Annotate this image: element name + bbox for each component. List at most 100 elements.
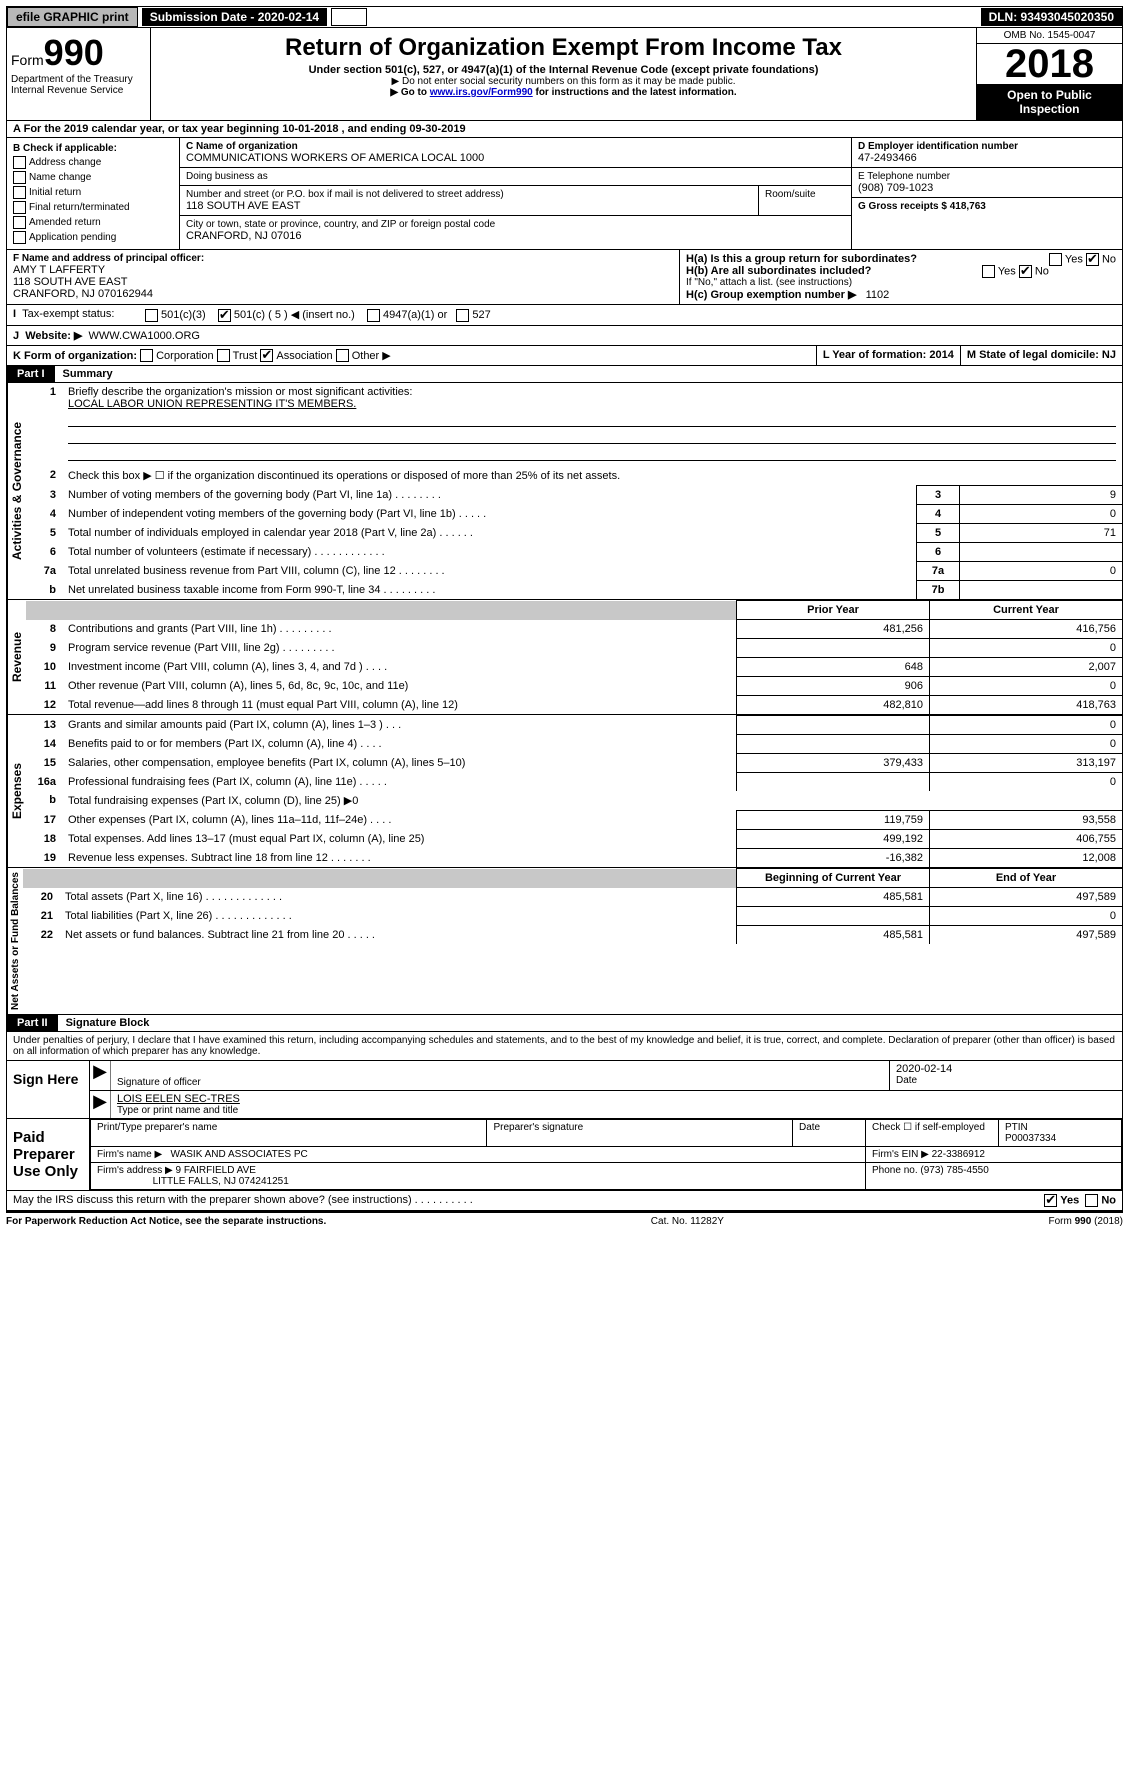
irs-link[interactable]: www.irs.gov/Form990 <box>430 87 533 98</box>
revenue-section: Revenue Prior Year Current Year 8Contrib… <box>6 600 1123 715</box>
table-row: 15Salaries, other compensation, employee… <box>26 754 1122 773</box>
right-ident: D Employer identification number 47-2493… <box>851 138 1122 249</box>
tax-year-line: A For the 2019 calendar year, or tax yea… <box>6 121 1123 138</box>
h-b: H(b) Are all subordinates included? Yes … <box>686 265 1116 277</box>
form-990-number: 990 <box>44 32 104 73</box>
check-pending[interactable]: Application pending <box>13 231 173 244</box>
governance-section: Activities & Governance 1 Briefly descri… <box>6 383 1123 600</box>
netassets-vlabel: Net Assets or Fund Balances <box>7 868 23 1014</box>
check-other[interactable] <box>336 349 349 362</box>
expenses-section: Expenses 13Grants and similar amounts pa… <box>6 715 1123 868</box>
ein-label: D Employer identification number <box>858 141 1116 152</box>
table-row: 13Grants and similar amounts paid (Part … <box>26 716 1122 735</box>
table-row: 18Total expenses. Add lines 13–17 (must … <box>26 830 1122 849</box>
box-klm: K Form of organization: Corporation Trus… <box>6 346 1123 367</box>
box-j: J Website: ▶ WWW.CWA1000.ORG <box>6 326 1123 346</box>
form-note1: ▶ Do not enter social security numbers o… <box>155 76 972 87</box>
note2-prefix: ▶ Go to <box>390 87 429 98</box>
part1-header: Part I Summary <box>6 366 1123 383</box>
box-h: H(a) Is this a group return for subordin… <box>680 250 1122 304</box>
ptin-label: PTIN <box>1005 1122 1028 1133</box>
tax-year: 2018 <box>977 44 1122 84</box>
sign-here-section: Sign Here ▶ Signature of officer 2020-02… <box>6 1061 1123 1119</box>
officer-addr2: CRANFORD, NJ 070162944 <box>13 288 673 300</box>
efile-button[interactable]: efile GRAPHIC print <box>7 7 138 27</box>
submission-date-label: Submission Date - 2020-02-14 <box>142 8 327 26</box>
ptin-value: P00037334 <box>1005 1133 1056 1144</box>
part2-title: Signature Block <box>58 1015 158 1031</box>
part1-title: Summary <box>55 366 121 382</box>
check-trust[interactable] <box>217 349 230 362</box>
city-value: CRANFORD, NJ 07016 <box>186 230 845 242</box>
col-end: End of Year <box>930 869 1123 888</box>
table-row: 9Program service revenue (Part VIII, lin… <box>26 639 1122 658</box>
form-subtitle: Under section 501(c), 527, or 4947(a)(1)… <box>155 64 972 76</box>
prep-sig-label: Preparer's signature <box>487 1120 793 1147</box>
header-left: Form990 Department of the Treasury Inter… <box>7 28 151 120</box>
check-initial[interactable]: Initial return <box>13 186 173 199</box>
part1-label: Part I <box>7 366 55 382</box>
check-501c[interactable] <box>218 309 231 322</box>
table-row: 11Other revenue (Part VIII, column (A), … <box>26 677 1122 696</box>
header-right: OMB No. 1545-0047 2018 Open to Public In… <box>976 28 1122 120</box>
check-527[interactable] <box>456 309 469 322</box>
addr-label: Number and street (or P.O. box if mail i… <box>186 189 752 200</box>
revenue-vlabel: Revenue <box>7 600 26 714</box>
type-name-label: Type or print name and title <box>117 1105 1116 1116</box>
paid-preparer-section: Paid Preparer Use Only Print/Type prepar… <box>6 1119 1123 1191</box>
table-row: 21Total liabilities (Part X, line 26) . … <box>23 907 1122 926</box>
footer-right: Form 990 (2018) <box>1049 1216 1123 1227</box>
check-4947[interactable] <box>367 309 380 322</box>
city-label: City or town, state or province, country… <box>186 219 845 230</box>
governance-vlabel: Activities & Governance <box>7 383 26 599</box>
prep-name-label: Print/Type preparer's name <box>91 1120 487 1147</box>
table-row: bTotal fundraising expenses (Part IX, co… <box>26 791 1122 811</box>
table-row: 5Total number of individuals employed in… <box>26 524 1122 543</box>
room-label: Room/suite <box>765 189 845 200</box>
phone-label-e: E Telephone number <box>858 171 1116 182</box>
discuss-text: May the IRS discuss this return with the… <box>7 1191 1038 1210</box>
check-self-employed[interactable]: Check ☐ if self-employed <box>866 1120 999 1147</box>
table-row: 7aTotal unrelated business revenue from … <box>26 562 1122 581</box>
form-prefix: Form <box>11 52 44 68</box>
check-final[interactable]: Final return/terminated <box>13 201 173 214</box>
check-address[interactable]: Address change <box>13 156 173 169</box>
discuss-row: May the IRS discuss this return with the… <box>6 1191 1123 1211</box>
identity-block: B Check if applicable: Address change Na… <box>6 138 1123 250</box>
part2-label: Part II <box>7 1015 58 1031</box>
line1-label: Briefly describe the organization's miss… <box>68 386 412 398</box>
org-name: COMMUNICATIONS WORKERS OF AMERICA LOCAL … <box>186 152 845 164</box>
check-corp[interactable] <box>140 349 153 362</box>
mission-text: LOCAL LABOR UNION REPRESENTING IT'S MEMB… <box>68 398 356 410</box>
table-row: 19Revenue less expenses. Subtract line 1… <box>26 849 1122 868</box>
discuss-yesno[interactable]: Yes No <box>1038 1191 1122 1210</box>
k-label: K Form of organization: <box>13 350 137 362</box>
form-title: Return of Organization Exempt From Incom… <box>155 34 972 62</box>
officer-group-block: F Name and address of principal officer:… <box>6 250 1123 305</box>
check-name[interactable]: Name change <box>13 171 173 184</box>
check-501c3[interactable] <box>145 309 158 322</box>
box-f: F Name and address of principal officer:… <box>7 250 680 304</box>
check-amended[interactable]: Amended return <box>13 216 173 229</box>
website-value: WWW.CWA1000.ORG <box>89 330 200 342</box>
paid-preparer-label: Paid Preparer Use Only <box>7 1119 90 1190</box>
prep-phone-label: Phone no. <box>872 1165 918 1176</box>
table-row: 6Total number of volunteers (estimate if… <box>26 543 1122 562</box>
table-row: 17Other expenses (Part IX, column (A), l… <box>26 811 1122 830</box>
netassets-section: Net Assets or Fund Balances Beginning of… <box>6 868 1123 1015</box>
check-assoc[interactable] <box>260 349 273 362</box>
firm-addr: 9 FAIRFIELD AVE <box>176 1165 256 1176</box>
gross-receipts: G Gross receipts $ 418,763 <box>858 201 1116 212</box>
firm-name: WASIK AND ASSOCIATES PC <box>171 1149 308 1160</box>
firm-name-label: Firm's name ▶ <box>97 1149 162 1160</box>
table-row: 20Total assets (Part X, line 16) . . . .… <box>23 888 1122 907</box>
open-to-public: Open to Public Inspection <box>977 84 1122 120</box>
col-current: Current Year <box>930 601 1123 620</box>
table-row: 3Number of voting members of the governi… <box>26 486 1122 505</box>
dept-treasury: Department of the Treasury Internal Reve… <box>11 74 146 96</box>
street-address: 118 SOUTH AVE EAST <box>186 200 752 212</box>
h-c: H(c) Group exemption number ▶ 1102 <box>686 288 1116 301</box>
box-c: C Name of organization COMMUNICATIONS WO… <box>180 138 851 249</box>
m-state: M State of legal domicile: NJ <box>961 346 1122 366</box>
c-name-label: C Name of organization <box>186 141 845 152</box>
